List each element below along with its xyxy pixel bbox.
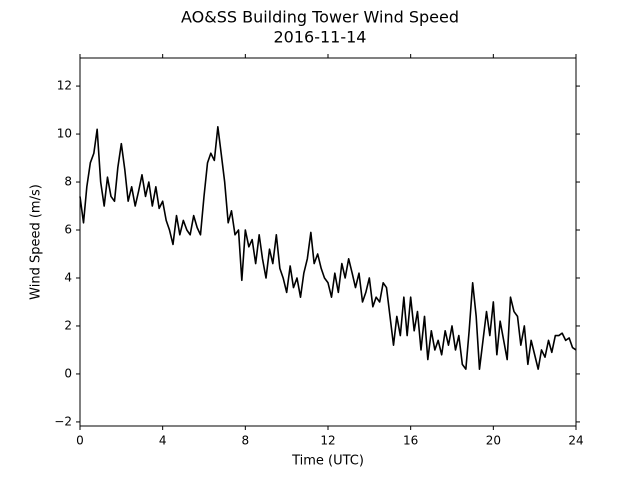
chart-subtitle: 2016-11-14 xyxy=(274,28,367,47)
plot-frame xyxy=(79,57,577,427)
y-tick-label: 10 xyxy=(57,127,72,141)
y-tick-label: 2 xyxy=(64,318,72,332)
y-tick-label: 12 xyxy=(57,79,72,93)
y-tick-label: 6 xyxy=(64,223,72,237)
y-tick-label: 4 xyxy=(64,270,72,284)
x-tick-label: 4 xyxy=(159,434,167,448)
y-tick-label: −2 xyxy=(54,414,72,428)
x-tick-label: 24 xyxy=(568,434,583,448)
x-tick-label: 16 xyxy=(403,434,418,448)
y-tick-label: 8 xyxy=(64,175,72,189)
x-tick-label: 12 xyxy=(320,434,335,448)
x-tick-label: 0 xyxy=(76,434,84,448)
x-tick-label: 20 xyxy=(486,434,501,448)
x-axis-label: Time (UTC) xyxy=(291,454,364,469)
y-axis-label: Wind Speed (m/s) xyxy=(29,184,44,300)
y-tick-label: 0 xyxy=(64,366,72,380)
chart-title: AO&SS Building Tower Wind Speed xyxy=(181,8,459,27)
x-tick-label: 8 xyxy=(242,434,250,448)
data-line xyxy=(79,126,577,370)
